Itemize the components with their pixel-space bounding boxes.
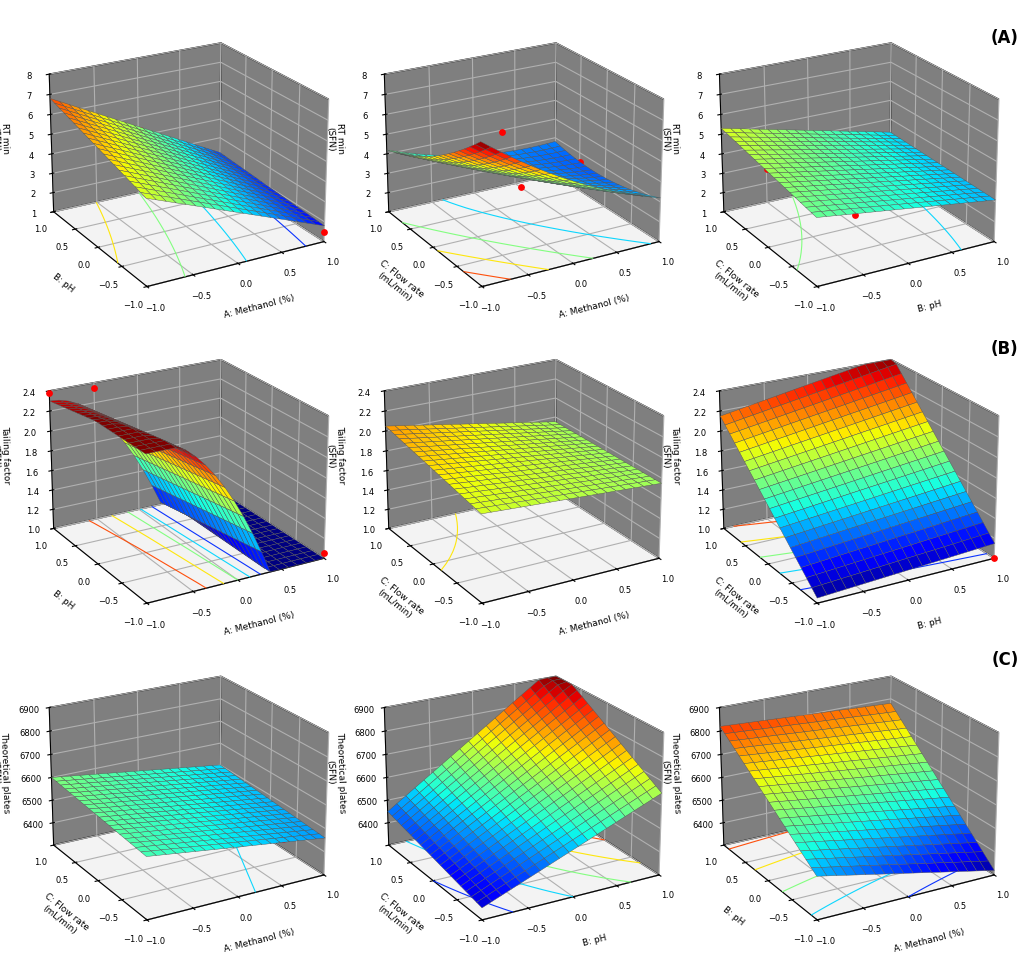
Text: (A): (A) [991, 29, 1018, 47]
Y-axis label: C: Flow rate
(mL/min): C: Flow rate (mL/min) [371, 575, 425, 624]
Text: (B): (B) [991, 340, 1018, 358]
Y-axis label: B: pH: B: pH [51, 589, 75, 611]
X-axis label: B: pH: B: pH [916, 616, 942, 631]
Y-axis label: C: Flow rate
(mL/min): C: Flow rate (mL/min) [36, 892, 90, 941]
Y-axis label: C: Flow rate
(mL/min): C: Flow rate (mL/min) [371, 258, 425, 307]
Text: (C): (C) [992, 651, 1018, 669]
X-axis label: B: pH: B: pH [916, 300, 942, 314]
Y-axis label: C: Flow rate
(mL/min): C: Flow rate (mL/min) [706, 258, 760, 307]
Y-axis label: B: pH: B: pH [51, 272, 75, 294]
X-axis label: A: Methanol (%): A: Methanol (%) [223, 611, 296, 636]
X-axis label: A: Methanol (%): A: Methanol (%) [558, 611, 631, 636]
Y-axis label: C: Flow rate
(mL/min): C: Flow rate (mL/min) [371, 892, 425, 941]
X-axis label: B: pH: B: pH [581, 933, 607, 947]
X-axis label: A: Methanol (%): A: Methanol (%) [223, 294, 296, 320]
Y-axis label: C: Flow rate
(mL/min): C: Flow rate (mL/min) [706, 575, 760, 624]
X-axis label: A: Methanol (%): A: Methanol (%) [893, 927, 966, 953]
Y-axis label: B: pH: B: pH [721, 905, 746, 927]
X-axis label: A: Methanol (%): A: Methanol (%) [223, 927, 296, 953]
X-axis label: A: Methanol (%): A: Methanol (%) [558, 294, 631, 320]
